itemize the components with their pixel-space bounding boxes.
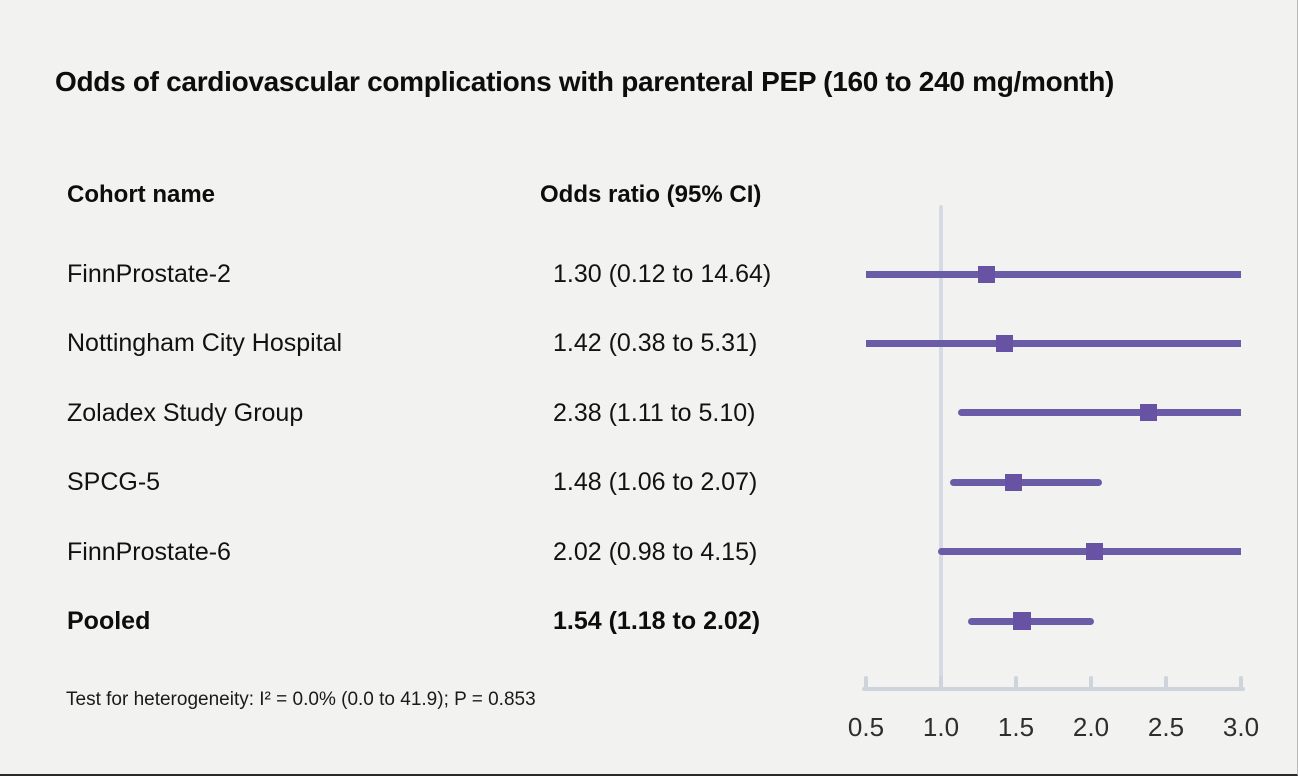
x-axis-tick-label: 2.5	[1147, 712, 1185, 742]
estimate-marker	[977, 265, 995, 283]
cohort-name: FinnProstate-6	[67, 537, 231, 566]
heterogeneity-footnote: Test for heterogeneity: I² = 0.0% (0.0 t…	[66, 689, 536, 710]
x-axis-tick	[939, 676, 943, 689]
cohort-name: Nottingham City Hospital	[67, 329, 343, 358]
x-axis-tick	[864, 676, 868, 689]
table-row: Nottingham City Hospital 1.42 (0.38 to 5…	[0, 328, 860, 358]
table-row: FinnProstate-6 2.02 (0.98 to 4.15)	[0, 537, 860, 567]
column-header-cohort-name: Cohort name	[67, 181, 216, 208]
x-axis-tick	[1164, 676, 1168, 689]
confidence-interval-line	[957, 409, 1241, 417]
column-header-odds-ratio: Odds ratio (95% CI)	[540, 181, 762, 208]
odds-ratio-value: 2.02 (0.98 to 4.15)	[553, 537, 758, 566]
estimate-marker	[1139, 404, 1157, 422]
cohort-name: Zoladex Study Group	[67, 398, 304, 427]
x-axis-line	[862, 687, 1245, 691]
estimate-marker	[1004, 473, 1022, 491]
table-row: FinnProstate-2 1.30 (0.12 to 14.64)	[0, 259, 860, 289]
reference-line	[939, 205, 943, 691]
estimate-marker	[995, 334, 1013, 352]
odds-ratio-value: 1.30 (0.12 to 14.64)	[553, 260, 772, 288]
estimate-marker	[1085, 543, 1103, 561]
x-axis-tick-label: 2.0	[1072, 712, 1110, 742]
x-axis-tick	[1239, 676, 1243, 689]
confidence-interval-line	[866, 339, 1241, 347]
cohort-name: Pooled	[67, 607, 151, 635]
odds-ratio-value: 1.48 (1.06 to 2.07)	[553, 468, 758, 497]
page-title: Odds of cardiovascular complications wit…	[55, 66, 1115, 97]
x-axis-tick-label: 1.0	[922, 712, 960, 742]
odds-ratio-value: 1.42 (0.38 to 5.31)	[553, 329, 758, 358]
table-row: Zoladex Study Group 2.38 (1.11 to 5.10)	[0, 398, 860, 428]
x-axis-tick-label: 1.5	[997, 712, 1035, 742]
odds-ratio-value: 2.38 (1.11 to 5.10)	[553, 398, 756, 427]
odds-ratio-value: 1.54 (1.18 to 2.02)	[553, 607, 761, 635]
table-row-pooled: Pooled 1.54 (1.18 to 2.02)	[0, 606, 860, 636]
x-axis-tick-label: 3.0	[1222, 712, 1260, 742]
x-axis-tick-label: 0.5	[847, 712, 885, 742]
pooled-estimate-marker	[1013, 612, 1031, 630]
cohort-name: SPCG-5	[67, 468, 161, 497]
confidence-interval-line	[866, 270, 1241, 278]
confidence-interval-line	[950, 478, 1102, 486]
cohort-name: FinnProstate-2	[67, 260, 231, 288]
confidence-interval-line	[968, 617, 1094, 625]
x-axis-tick	[1089, 676, 1093, 689]
table-row: SPCG-5 1.48 (1.06 to 2.07)	[0, 467, 860, 497]
x-axis-tick	[1014, 676, 1018, 689]
